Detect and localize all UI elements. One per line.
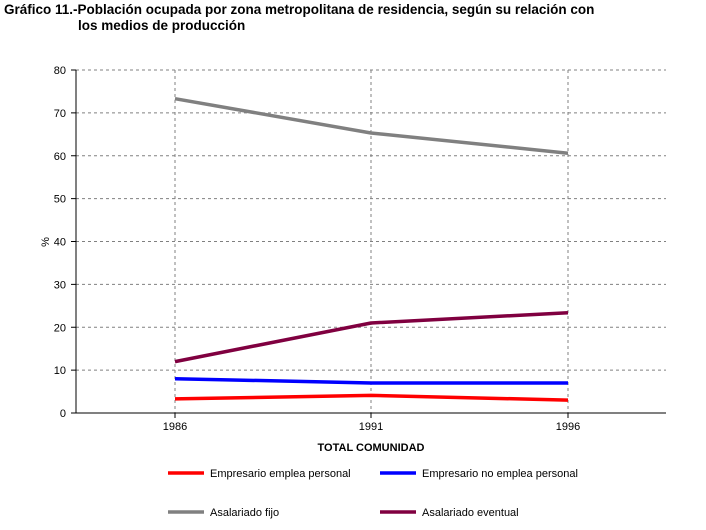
legend-label: Empresario emplea personal xyxy=(210,468,351,480)
series-line-1 xyxy=(174,393,569,402)
legend-label: Asalariado fijo xyxy=(210,507,279,519)
chart-title: Gráfico 11.-Población ocupada por zona m… xyxy=(4,2,694,34)
series-lines xyxy=(174,96,569,402)
legend-item-2: Empresario no emplea personal xyxy=(380,468,578,480)
y-tick-label: 10 xyxy=(54,365,66,377)
y-tick-label: 80 xyxy=(54,65,66,77)
legend: Empresario emplea personal Empresario no … xyxy=(168,468,578,519)
y-tick-label: 30 xyxy=(54,279,66,291)
x-tick-label: 1991 xyxy=(359,421,383,433)
y-tick-label: 50 xyxy=(54,194,66,206)
legend-label: Empresario no emplea personal xyxy=(422,468,578,480)
x-axis-label: TOTAL COMUNIDAD xyxy=(318,442,425,454)
y-axis-label: % xyxy=(40,237,52,247)
y-tick-label: 60 xyxy=(54,151,66,163)
chart-title-line-2: los medios de producción xyxy=(78,18,246,33)
series-line-2 xyxy=(174,376,568,385)
y-tick-label: 0 xyxy=(60,408,66,420)
series-line-3 xyxy=(174,96,569,155)
legend-item-4: Asalariado eventual xyxy=(380,507,519,519)
legend-item-1: Empresario emplea personal xyxy=(168,468,351,480)
y-tick-label: 40 xyxy=(54,237,66,249)
grid-lines xyxy=(76,69,666,413)
legend-item-3: Asalariado fijo xyxy=(168,507,279,519)
y-tick-label: 20 xyxy=(54,322,66,334)
chart-title-line-1: Gráfico 11.-Población ocupada por zona m… xyxy=(4,2,595,17)
x-tick-label: 1986 xyxy=(163,421,187,433)
legend-label: Asalariado eventual xyxy=(422,507,519,519)
y-axis-ticks: 0 10 20 30 40 50 60 70 80 xyxy=(54,65,76,420)
x-axis-ticks: 1986 1991 1996 xyxy=(163,413,580,433)
series-line-4 xyxy=(174,310,569,364)
x-tick-label: 1996 xyxy=(556,421,580,433)
y-tick-label: 70 xyxy=(54,108,66,120)
